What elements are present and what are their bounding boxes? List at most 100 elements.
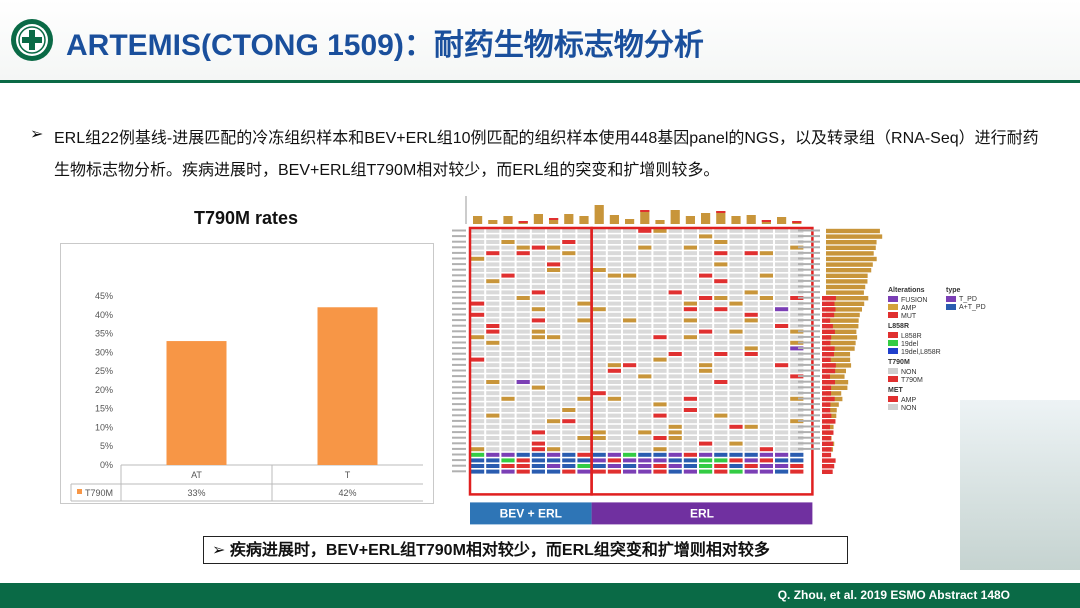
heatmap-cell: [471, 296, 485, 300]
gene-label-stub: [798, 358, 820, 361]
row-label-stub: [452, 431, 466, 434]
heatmap-cell: [577, 380, 591, 384]
heatmap-cell: [744, 430, 758, 435]
heatmap-cell: [501, 413, 515, 418]
heatmap-cell: [699, 312, 713, 317]
heatmap-cell: [501, 368, 515, 373]
heatmap-cell: [653, 391, 667, 396]
heatmap-cell: [775, 256, 789, 261]
heatmap-cell: [607, 284, 621, 289]
heatmap-cell: [638, 458, 652, 463]
heatmap-cell: [744, 396, 758, 401]
right-mut-bar: [822, 419, 836, 424]
heatmap-cell: [471, 329, 485, 334]
heatmap-cell: [653, 458, 667, 463]
heatmap-cell: [592, 458, 606, 463]
heatmap-cell: [471, 234, 485, 239]
row-label-stub: [452, 240, 466, 243]
heatmap-cell: [699, 251, 713, 256]
heatmap-cell: [592, 413, 606, 418]
top-count-bar: [777, 217, 787, 224]
heatmap-cell: [775, 228, 789, 233]
heatmap-cell: [547, 329, 561, 334]
heatmap-cell: [516, 268, 530, 272]
heatmap-cell: [486, 368, 500, 373]
heatmap-cell: [653, 340, 667, 345]
heatmap-cell: [607, 469, 621, 474]
heatmap-cell: [607, 413, 621, 418]
heatmap-cell: [714, 380, 728, 384]
heatmap-cell: [531, 441, 545, 446]
heatmap-cell: [729, 357, 743, 362]
heatmap-cell: [790, 447, 804, 452]
heatmap-cell: [699, 228, 713, 233]
heatmap-cell: [653, 273, 667, 278]
heatmap-cell: [683, 245, 697, 250]
heatmap-cell: [623, 396, 637, 401]
row-label-stub: [452, 391, 466, 394]
heatmap-cell: [592, 441, 606, 446]
heatmap-cell: [516, 335, 530, 340]
heatmap-cell: [744, 234, 758, 239]
heatmap-cell: [623, 312, 637, 317]
heatmap-cell: [471, 251, 485, 256]
heatmap-cell: [562, 256, 576, 261]
heatmap-cell: [775, 413, 789, 418]
heatmap-cell: [729, 391, 743, 396]
heatmap-cell: [486, 419, 500, 424]
heatmap-cell: [729, 408, 743, 412]
heatmap-cell: [759, 447, 773, 452]
legend-swatch: [888, 340, 898, 346]
heatmap-cell: [501, 284, 515, 289]
heatmap-cell: [759, 385, 773, 390]
heatmap-cell: [668, 368, 682, 373]
heatmap-cell: [623, 324, 637, 328]
heatmap-cell: [683, 279, 697, 284]
heatmap-cell: [471, 402, 485, 407]
heatmap-cell: [744, 340, 758, 345]
heatmap-cell: [623, 352, 637, 356]
heatmap-cell: [668, 273, 682, 278]
heatmap-cell: [729, 262, 743, 267]
heatmap-cell: [516, 452, 530, 457]
heatmap-cell: [562, 436, 576, 440]
heatmap-cell: [607, 307, 621, 312]
legend-swatch: [888, 396, 898, 402]
heatmap-cell: [516, 419, 530, 424]
heatmap-cell: [531, 469, 545, 474]
heatmap-cell: [531, 284, 545, 289]
right-mut-bar: [822, 385, 832, 390]
heatmap-cell: [577, 346, 591, 351]
heatmap-cell: [790, 380, 804, 384]
heatmap-cell: [623, 240, 637, 244]
right-mut-bar: [822, 312, 835, 318]
heatmap-cell: [759, 380, 773, 384]
right-mut-bar: [822, 469, 833, 474]
heatmap-cell: [531, 245, 545, 250]
heatmap-cell: [699, 452, 713, 457]
heatmap-cell: [607, 340, 621, 345]
heatmap-cell: [501, 279, 515, 284]
heatmap-cell: [592, 240, 606, 244]
right-frequency-bar: [826, 318, 859, 323]
heatmap-cell: [744, 240, 758, 244]
right-mut-bar: [822, 380, 836, 385]
heatmap-cell: [471, 419, 485, 424]
heatmap-cell: [653, 251, 667, 256]
heatmap-cell: [577, 458, 591, 463]
heatmap-cell: [699, 458, 713, 463]
heatmap-cell: [699, 346, 713, 351]
right-frequency-bar: [826, 363, 852, 368]
heatmap-cell: [668, 469, 682, 474]
heatmap-cell: [714, 441, 728, 446]
heatmap-cell: [790, 307, 804, 312]
heatmap-cell: [653, 228, 667, 233]
heatmap-cell: [531, 312, 545, 317]
right-mut-bar: [822, 357, 831, 362]
heatmap-cell: [501, 324, 515, 328]
heatmap-cell: [744, 469, 758, 474]
heatmap-cell: [653, 240, 667, 244]
heatmap-cell: [683, 391, 697, 396]
legend-swatch: [888, 296, 898, 302]
heatmap-cell: [683, 307, 697, 312]
